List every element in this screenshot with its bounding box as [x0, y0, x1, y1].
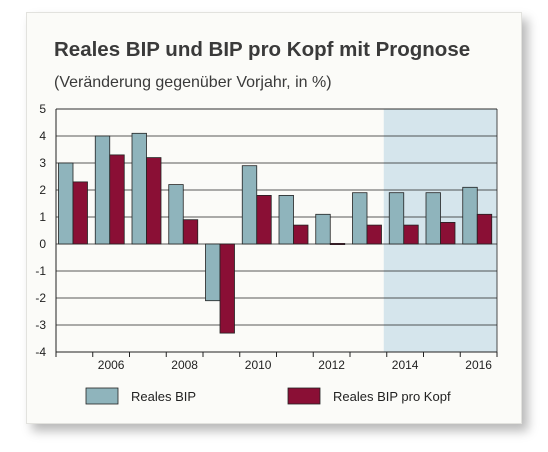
bar-reales-bip — [278, 194, 294, 245]
y-tick-label: 5 — [39, 102, 46, 116]
y-tick-label: -4 — [35, 345, 46, 359]
x-tick-label: 2014 — [392, 358, 419, 372]
bar-reales-bip — [425, 192, 441, 245]
x-tick-label: 2016 — [465, 358, 492, 372]
chart-title: Reales BIP und BIP pro Kopf mit Prognose — [54, 38, 471, 61]
x-tick-label: 2006 — [98, 358, 125, 372]
y-tick-label: -2 — [35, 291, 46, 305]
bar-reales-bip-pro-kopf — [403, 224, 419, 245]
bar-reales-bip — [315, 213, 331, 245]
legend-label: Reales BIP — [131, 389, 196, 404]
bar-reales-bip-pro-kopf — [256, 194, 272, 245]
y-tick-label: 4 — [39, 129, 46, 143]
bar-reales-bip-pro-kopf — [146, 157, 162, 245]
bar-reales-bip-pro-kopf — [440, 221, 456, 245]
y-tick-label: 2 — [39, 183, 46, 197]
bar-reales-bip — [462, 186, 478, 245]
bar-reales-bip — [168, 184, 184, 245]
bar-reales-bip-pro-kopf — [109, 154, 125, 245]
y-tick-label: -3 — [35, 318, 46, 332]
bar-reales-bip-pro-kopf — [329, 242, 346, 245]
legend-label: Reales BIP pro Kopf — [333, 389, 451, 404]
x-tick-label: 2012 — [318, 358, 345, 372]
bar-reales-bip — [388, 192, 405, 245]
bar-reales-bip-pro-kopf — [72, 181, 88, 245]
x-tick-label: 2010 — [245, 358, 272, 372]
y-tick-label: 0 — [39, 237, 46, 251]
bar-reales-bip-pro-kopf — [476, 213, 493, 245]
legend-swatch — [287, 387, 321, 405]
bar-reales-bip-pro-kopf — [293, 224, 309, 245]
chart-subtitle: (Veränderung gegenüber Vorjahr, in %) — [54, 74, 332, 91]
bar-reales-bip — [131, 132, 147, 245]
y-tick-label: 1 — [39, 210, 46, 224]
bar-reales-bip — [205, 243, 221, 302]
y-tick-label: -1 — [35, 264, 46, 278]
bar-reales-bip — [352, 192, 368, 245]
bar-reales-bip-pro-kopf — [219, 243, 235, 334]
bar-reales-bip-pro-kopf — [366, 224, 382, 245]
y-tick-label: 3 — [39, 156, 46, 170]
bar-reales-bip — [94, 135, 111, 245]
legend-swatch — [85, 387, 119, 405]
bar-reales-bip — [241, 165, 258, 245]
x-tick-label: 2008 — [171, 358, 198, 372]
bar-reales-bip-pro-kopf — [182, 219, 199, 245]
bar-reales-bip — [58, 162, 74, 245]
